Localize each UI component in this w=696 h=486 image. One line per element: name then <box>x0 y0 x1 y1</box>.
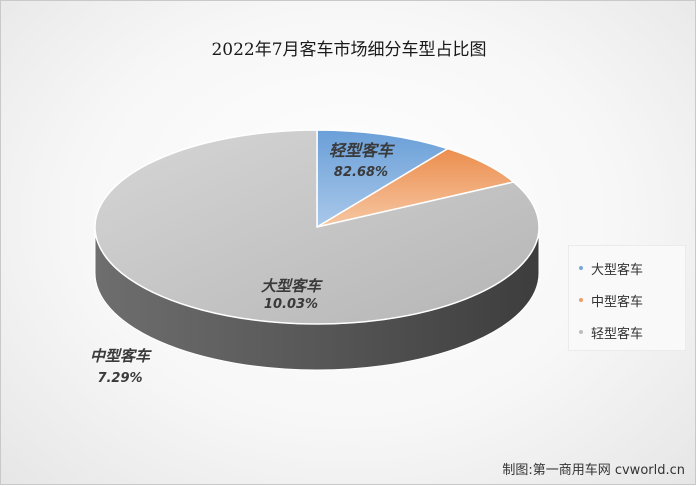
legend: 大型客车中型客车轻型客车 <box>568 245 686 351</box>
slice-name-label: 大型客车 <box>261 277 323 295</box>
slice-medium-bus <box>316 147 516 228</box>
credit-text: 制图:第一商用车网 cvworld.cn <box>502 463 685 478</box>
legend-item-light-bus: 轻型客车 <box>579 323 644 342</box>
slice-large-bus <box>316 129 450 229</box>
legend-label: 大型客车 <box>591 262 644 278</box>
legend-marker <box>579 266 583 270</box>
legend-label: 轻型客车 <box>591 326 644 342</box>
chart-title: 2022年7月客车市场细分车型占比图 <box>211 40 487 60</box>
slice-name-label: 轻型客车 <box>329 141 395 160</box>
slice-value-label: 82.68% <box>334 165 388 180</box>
slice-name-label: 中型客车 <box>90 347 152 365</box>
legend-item-medium-bus: 中型客车 <box>579 291 644 310</box>
slice-value-label: 10.03% <box>264 297 318 312</box>
legend-item-large-bus: 大型客车 <box>579 259 644 278</box>
legend-marker <box>579 298 583 302</box>
slice-value-label: 7.29% <box>97 371 142 386</box>
legend-label: 中型客车 <box>591 294 644 310</box>
legend-marker <box>579 330 583 334</box>
slice-light-bus <box>94 129 540 325</box>
